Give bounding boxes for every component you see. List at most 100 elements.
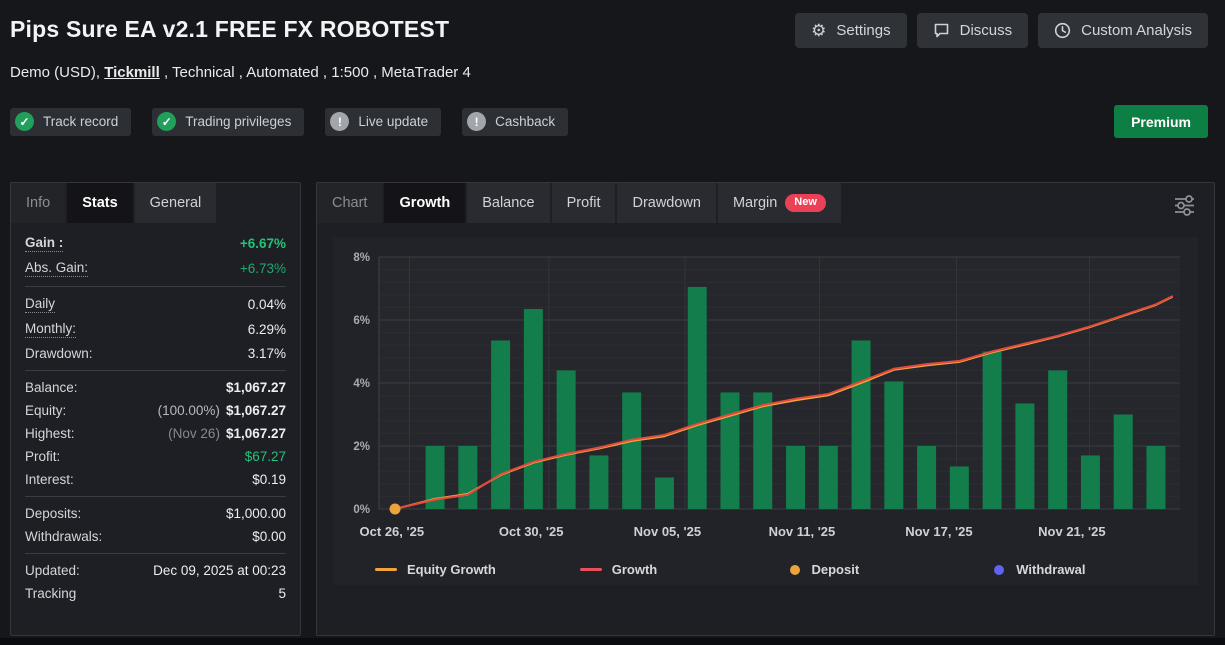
stat-label-equity: Equity: [25,403,66,418]
svg-text:Nov 05, '25: Nov 05, '25 [634,524,701,539]
stats-group-cashflow: Deposits: $1,000.00 Withdrawals: $0.00 [25,497,286,554]
growth-chart-container: 0%2%4%6%8%Oct 26, '25Oct 30, '25Nov 05, … [333,237,1198,585]
check-icon: ✓ [157,112,176,131]
badge-live-update[interactable]: ! Live update [325,108,441,136]
stat-row-gain: Gain : +6.67% [25,231,286,256]
stats-group-gain: Gain : +6.67% Abs. Gain: +6.73% [25,226,286,287]
stats-panel: Info Stats General Gain : +6.67% Abs. Ga… [10,182,301,636]
clock-icon [1054,22,1071,39]
page-title: Pips Sure EA v2.1 FREE FX ROBOTEST [10,12,449,46]
stats-group-rates: Daily 0.04% Monthly: 6.29% Drawdown: 3.1… [25,287,286,371]
stat-label-balance: Balance: [25,380,78,395]
legend-withdrawal[interactable]: Withdrawal [989,562,1194,577]
stat-label-tracking: Tracking [25,586,76,601]
stat-row-daily: Daily 0.04% [25,292,286,317]
growth-chart[interactable]: 0%2%4%6%8%Oct 26, '25Oct 30, '25Nov 05, … [337,243,1194,549]
account-type-text: Demo (USD), [10,64,104,81]
tab-drawdown[interactable]: Drawdown [617,183,716,223]
stat-label-highest: Highest: [25,426,75,441]
stat-prefix-highest: (Nov 26) [168,426,220,441]
stat-label-monthly[interactable]: Monthly: [25,321,76,338]
stat-prefix-equity: (100.00%) [158,403,220,418]
badge-label: Track record [43,114,118,129]
svg-text:2%: 2% [353,441,370,453]
stat-value-updated: Dec 09, 2025 at 00:23 [153,563,286,578]
custom-analysis-button[interactable]: Custom Analysis [1038,13,1208,48]
svg-text:Nov 17, '25: Nov 17, '25 [905,524,972,539]
badge-cashback[interactable]: ! Cashback [462,108,568,136]
svg-text:Nov 21, '25: Nov 21, '25 [1038,524,1105,539]
chart-legend: Equity Growth Growth Deposit Withdrawal [337,562,1194,577]
chart-options-button[interactable] [1169,192,1200,222]
tab-growth[interactable]: Growth [384,183,465,223]
chat-icon [933,22,950,39]
stat-row-monthly: Monthly: 6.29% [25,317,286,342]
tab-stats[interactable]: Stats [67,183,132,223]
sidebar-tabs: Info Stats General [11,183,300,223]
stat-value-daily: 0.04% [248,297,286,312]
legend-equity-growth[interactable]: Equity Growth [375,562,580,577]
stat-row-highest: Highest: (Nov 26)$1,067.27 [25,422,286,445]
stat-value-interest: $0.19 [252,472,286,487]
broker-link[interactable]: Tickmill [104,64,160,81]
dot-swatch [790,565,800,575]
svg-text:Nov 11, '25: Nov 11, '25 [769,524,836,539]
stat-row-balance: Balance: $1,067.27 [25,376,286,399]
account-subtitle: Demo (USD), Tickmill , Technical , Autom… [10,64,1208,83]
stat-value-equity: (100.00%)$1,067.27 [158,403,286,418]
discuss-button-label: Discuss [960,22,1013,39]
premium-button[interactable]: Premium [1114,105,1208,138]
legend-growth[interactable]: Growth [580,562,785,577]
badge-label: Live update [358,114,428,129]
legend-label: Deposit [812,562,860,577]
tab-info[interactable]: Info [11,183,65,223]
discuss-button[interactable]: Discuss [917,13,1029,48]
tab-chart[interactable]: Chart [317,183,382,223]
tab-margin[interactable]: Margin New [718,183,841,223]
stat-value-monthly: 6.29% [248,322,286,337]
svg-text:0%: 0% [353,504,370,516]
exclamation-icon: ! [330,112,349,131]
custom-analysis-button-label: Custom Analysis [1081,22,1192,39]
badge-track-record[interactable]: ✓ Track record [10,108,131,136]
tab-profit[interactable]: Profit [552,183,616,223]
new-badge: New [785,194,826,211]
stat-label-abs-gain[interactable]: Abs. Gain: [25,260,88,277]
stat-value-tracking: 5 [278,586,286,601]
header-actions: ⚙ Settings Discuss Custom Analysis [795,13,1208,48]
settings-button-label: Settings [836,22,890,39]
stat-value-abs-gain: +6.73% [240,261,286,276]
stat-label-gain[interactable]: Gain : [25,235,63,252]
stat-row-equity: Equity: (100.00%)$1,067.27 [25,399,286,422]
stat-value-balance: $1,067.27 [226,380,286,395]
svg-text:Oct 30, '25: Oct 30, '25 [499,524,564,539]
legend-deposit[interactable]: Deposit [785,562,990,577]
legend-label: Equity Growth [407,562,496,577]
stats-list: Gain : +6.67% Abs. Gain: +6.73% Daily 0.… [11,223,300,610]
chart-tabs: Chart Growth Balance Profit Drawdown Mar… [317,183,1214,223]
stat-label-withdrawals: Withdrawals: [25,529,102,544]
stat-row-deposits: Deposits: $1,000.00 [25,502,286,525]
stat-label-updated: Updated: [25,563,80,578]
badge-row: ✓ Track record ✓ Trading privileges ! Li… [10,105,1208,138]
account-meta-text: , Technical , Automated , 1:500 , MetaTr… [160,64,471,81]
badge-trading-privileges[interactable]: ✓ Trading privileges [152,108,304,136]
badge-label: Trading privileges [185,114,291,129]
stats-group-balance: Balance: $1,067.27 Equity: (100.00%)$1,0… [25,371,286,497]
dot-swatch [994,565,1004,575]
stat-label-interest: Interest: [25,472,74,487]
stat-row-interest: Interest: $0.19 [25,468,286,491]
settings-button[interactable]: ⚙ Settings [795,13,906,48]
line-swatch [580,568,602,571]
tab-general[interactable]: General [135,183,217,223]
svg-text:8%: 8% [353,252,370,264]
legend-label: Growth [612,562,658,577]
stat-label-daily[interactable]: Daily [25,296,55,313]
stat-row-updated: Updated: Dec 09, 2025 at 00:23 [25,559,286,582]
tab-balance[interactable]: Balance [467,183,549,223]
stat-label-profit: Profit: [25,449,60,464]
tab-margin-label: Margin [733,195,777,211]
stat-value-withdrawals: $0.00 [252,529,286,544]
svg-text:6%: 6% [353,315,370,327]
stat-value-highest: (Nov 26)$1,067.27 [168,426,286,441]
